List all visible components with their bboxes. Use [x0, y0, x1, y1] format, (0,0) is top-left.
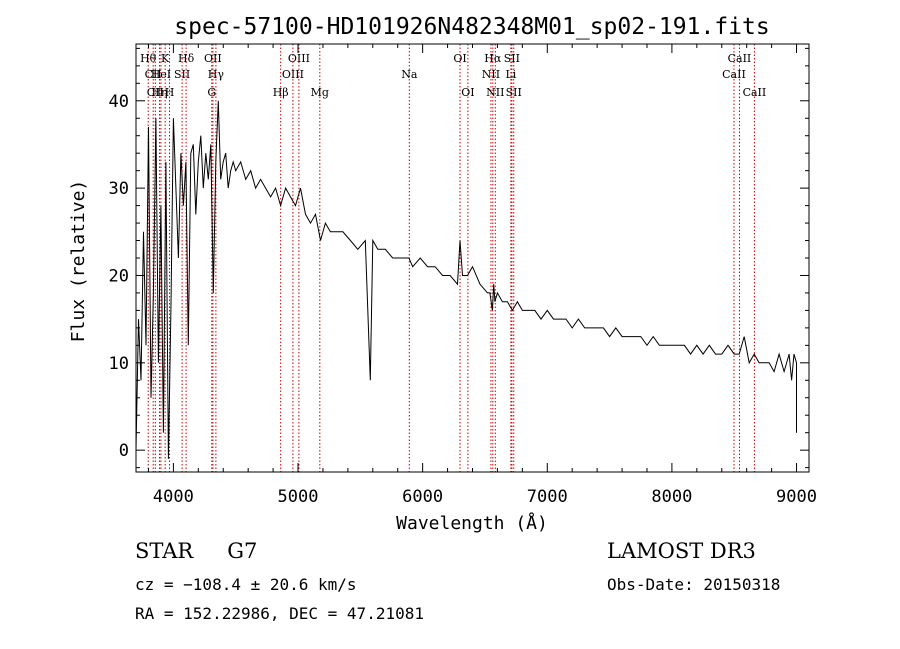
chart-title: spec-57100-HD101926N482348M01_sp02-191.f… — [174, 14, 769, 40]
spectrum-series-line — [135, 100, 797, 459]
line-label-4341: Hγ — [208, 68, 225, 81]
y-tick-label-40: 40 — [109, 92, 129, 112]
line-label-4861: Hβ — [273, 86, 289, 99]
x-tick-label-4000: 4000 — [153, 487, 194, 507]
line-label-6716: SII — [504, 52, 520, 65]
line-label-6583: NII — [486, 86, 504, 99]
line-label-8498: CaII — [722, 68, 746, 81]
line-label-4308: G — [207, 86, 216, 99]
line-label-6363: OI — [461, 86, 474, 99]
line-label-6731: SII — [506, 86, 522, 99]
redshift-info: cz = −108.4 ± 20.6 km/s — [135, 575, 357, 594]
subclass: G7 — [227, 539, 258, 563]
line-label-4317: OII — [204, 52, 222, 65]
x-axis: 4000 5000 6000 7000 8000 9000 — [147, 44, 817, 507]
line-label-3900: HeI — [151, 68, 171, 81]
line-label-5007: OIII — [288, 52, 310, 65]
line-label-6300: OI — [453, 52, 466, 65]
line-label-4070: SII — [174, 68, 190, 81]
line-label-3889: Hη — [151, 86, 167, 99]
object-class: STAR — [135, 539, 194, 563]
y-axis: 0 10 20 30 40 — [109, 47, 809, 469]
line-label-4102: Hδ — [178, 52, 195, 65]
line-label-3798: Hθ — [140, 52, 157, 65]
line-label-3969: H — [165, 86, 175, 99]
x-tick-label-7000: 7000 — [527, 487, 568, 507]
survey-label: LAMOST DR3 — [607, 539, 756, 563]
y-tick-label-0: 0 — [119, 441, 129, 461]
y-tick-label-30: 30 — [109, 179, 129, 199]
y-tick-label-10: 10 — [109, 354, 129, 374]
obs-date: Obs-Date: 20150318 — [607, 575, 781, 594]
x-tick-label-6000: 6000 — [402, 487, 443, 507]
plot-frame — [135, 43, 810, 473]
x-tick-label-5000: 5000 — [278, 487, 319, 507]
x-tick-label-9000: 9000 — [776, 487, 817, 507]
line-label-4959: OIII — [282, 68, 304, 81]
y-tick-label-20: 20 — [109, 266, 129, 286]
coordinates: RA = 152.22986, DEC = 47.21081 — [135, 604, 424, 623]
spectral-line-markers — [147, 44, 755, 472]
line-label-5175: Mg — [311, 86, 329, 99]
y-axis-label: Flux (relative) — [68, 180, 89, 343]
x-tick-label-8000: 8000 — [651, 487, 692, 507]
x-axis-label: Wavelength (Å) — [396, 512, 548, 534]
line-label-3855: CII — [147, 86, 164, 99]
classification: STAR G7 — [135, 539, 291, 563]
line-label-3838: CII — [145, 68, 162, 81]
line-label-5893: Na — [401, 68, 418, 81]
line-label-6708: Li — [505, 68, 516, 81]
line-label-6548: NII — [482, 68, 500, 81]
line-label-8662: CaII — [743, 86, 767, 99]
line-label-8542: CaII — [728, 52, 752, 65]
line-label-3934: K — [161, 52, 170, 65]
line-label-6563: Hα — [484, 52, 502, 65]
